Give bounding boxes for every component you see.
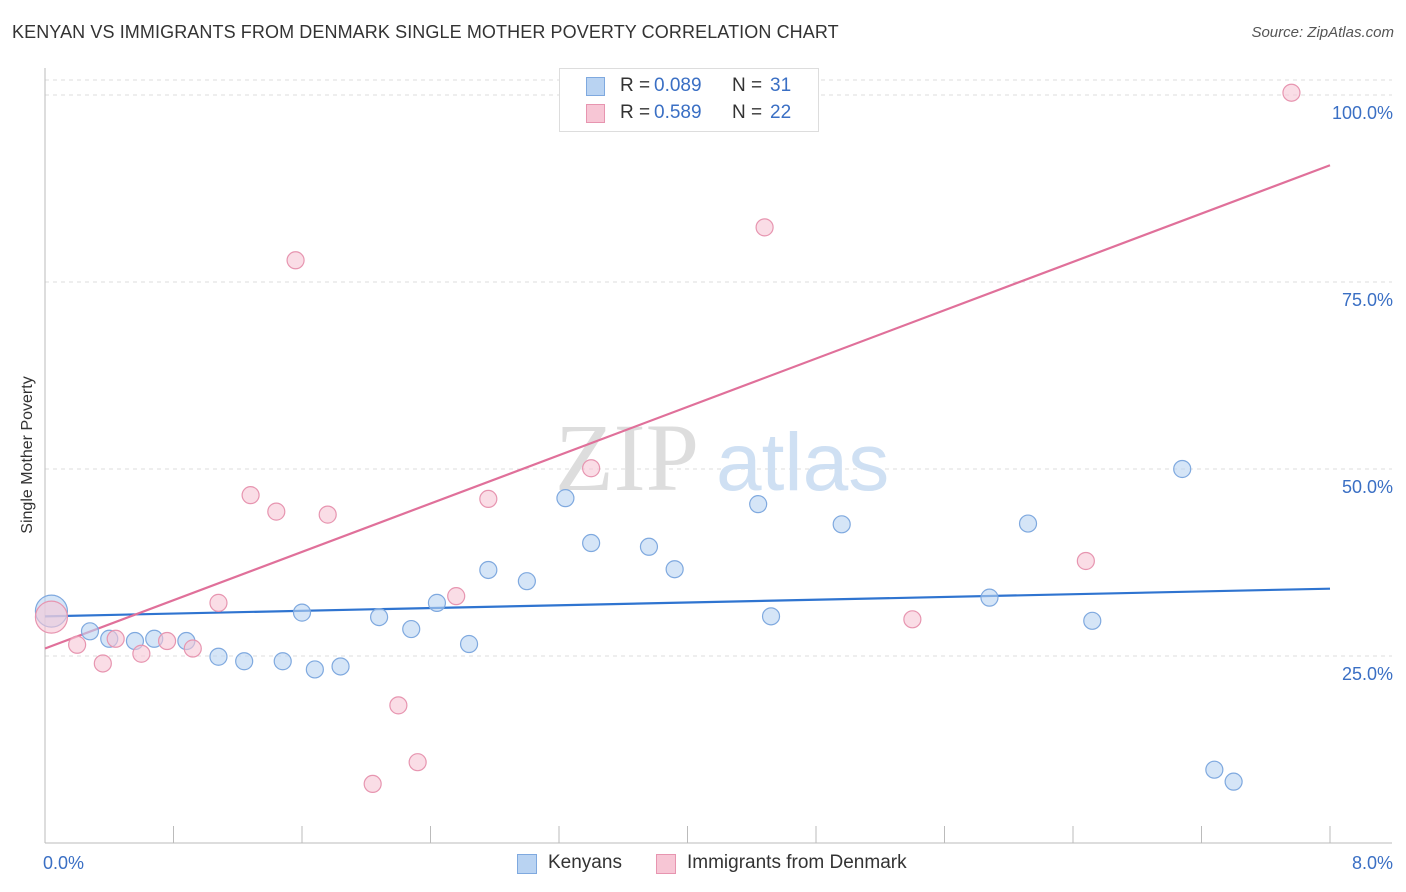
point-kenyans (1018, 514, 1038, 533)
point-kenyans (273, 652, 292, 671)
legend-n-label: N = (732, 75, 763, 96)
point-kenyans (556, 489, 575, 508)
chart-title: KENYAN VS IMMIGRANTS FROM DENMARK SINGLE… (12, 22, 839, 42)
y-tick-label: 25.0% (1342, 664, 1393, 684)
y-tick-label: 50.0% (1342, 477, 1393, 497)
watermark-zip: ZIP (555, 404, 699, 511)
point-kenyans (761, 607, 781, 626)
point-kenyans (749, 495, 768, 514)
point-denmark (447, 587, 466, 606)
y-tick-label: 75.0% (1342, 290, 1393, 310)
bottom-legend-label-denmark: Immigrants from Denmark (687, 852, 907, 873)
point-denmark (68, 635, 87, 654)
point-kenyans (292, 603, 312, 622)
watermark-atlas: atlas (716, 417, 889, 508)
point-kenyans (331, 657, 350, 676)
point-kenyans (402, 619, 421, 639)
point-denmark (267, 502, 286, 521)
point-denmark (408, 753, 427, 772)
point-kenyans (1205, 760, 1224, 779)
y-tick-label: 100.0% (1332, 103, 1393, 123)
point-kenyans (427, 593, 447, 612)
point-denmark (755, 218, 774, 237)
point-kenyans (1224, 772, 1243, 791)
legend-swatch-denmark (586, 104, 605, 123)
trend-line-denmark (44, 164, 1331, 650)
point-denmark (209, 593, 228, 612)
x-tick-label-start: 0.0% (43, 853, 84, 873)
point-kenyans (305, 660, 324, 679)
watermark: ZIP atlas (555, 404, 889, 511)
point-denmark (106, 629, 125, 648)
correlation-legend: R = 0.089 N = 31 R = 0.589 N = 22 (559, 68, 819, 132)
legend-r-value-denmark: 0.589 (654, 102, 702, 123)
point-kenyans (665, 560, 684, 579)
legend-n-value-denmark: 22 (770, 102, 792, 123)
point-kenyans (980, 588, 999, 607)
point-kenyans (1173, 459, 1192, 479)
gridlines (45, 79, 1392, 657)
trend-line-kenyans (44, 587, 1331, 618)
point-kenyans (80, 622, 100, 641)
point-kenyans (582, 533, 601, 553)
point-denmark (582, 459, 601, 478)
data-points (34, 83, 1301, 794)
point-kenyans (832, 515, 851, 534)
axes (44, 68, 1392, 844)
legend-r-label: R = (620, 75, 651, 96)
bottom-legend-swatch-denmark (656, 854, 676, 874)
point-kenyans (639, 537, 659, 556)
point-denmark (132, 644, 151, 663)
point-denmark (34, 600, 69, 634)
legend-n-label: N = (732, 102, 763, 123)
point-denmark (479, 489, 498, 509)
point-denmark (363, 774, 382, 794)
tick-labels: 25.0% 50.0% 75.0% 100.0% 0.0% 8.0% (43, 103, 1393, 873)
point-kenyans (459, 634, 479, 654)
point-kenyans (1083, 611, 1102, 630)
legend-n-value-kenyans: 31 (770, 75, 792, 96)
source-label: Source: ZipAtlas.com (1251, 24, 1394, 41)
bottom-legend-swatch-kenyans (517, 854, 537, 874)
point-denmark (93, 654, 112, 673)
point-kenyans (517, 572, 536, 591)
trend-lines (44, 164, 1331, 650)
legend-swatch-kenyans (586, 77, 605, 96)
point-kenyans (235, 652, 254, 671)
point-denmark (241, 486, 260, 505)
legend-r-label: R = (620, 102, 651, 123)
point-kenyans (370, 607, 389, 627)
point-denmark (157, 631, 177, 651)
point-denmark (903, 610, 922, 629)
point-kenyans (479, 560, 498, 580)
y-axis-label: Single Mother Poverty (19, 376, 36, 534)
point-denmark (318, 505, 337, 524)
point-denmark (183, 639, 202, 658)
point-denmark (1282, 83, 1301, 102)
legend-r-value-kenyans: 0.089 (654, 75, 702, 96)
point-denmark (1076, 551, 1095, 571)
point-denmark (389, 696, 408, 715)
point-denmark (286, 251, 305, 270)
point-kenyans (209, 647, 228, 666)
x-tick-label-end: 8.0% (1352, 853, 1393, 873)
bottom-legend-label-kenyans: Kenyans (548, 852, 622, 873)
